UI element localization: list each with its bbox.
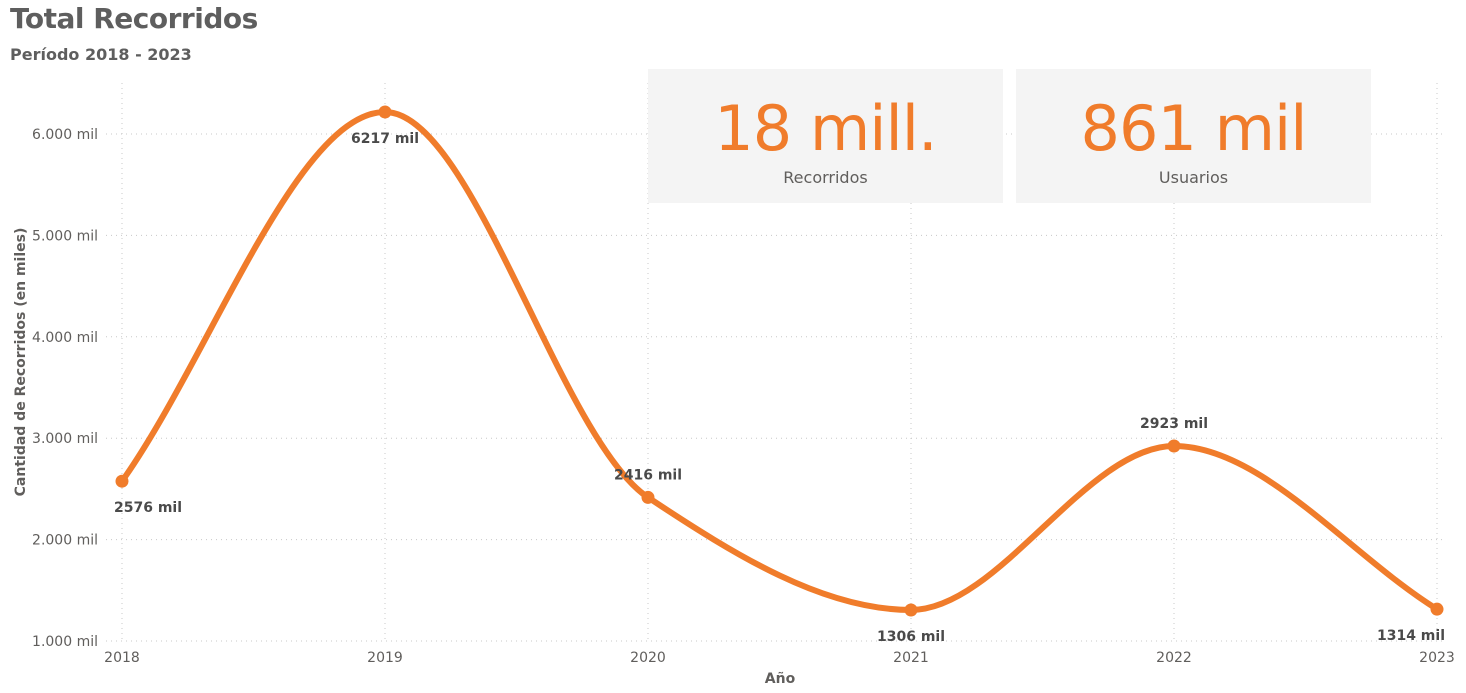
- kpi-card-recorridos: 18 mill. Recorridos: [648, 69, 1003, 203]
- page-subtitle: Período 2018 - 2023: [10, 45, 192, 64]
- kpi-value-usuarios: 861 mil: [1080, 92, 1308, 165]
- data-point[interactable]: [378, 105, 392, 119]
- y-axis-ticks: 1.000 mil 2.000 mil 3.000 mil 4.000 mil 5.00…: [32, 127, 98, 650]
- y-axis-title: Cantidad de Recorridos (en miles): [13, 228, 29, 497]
- y-tick-label: 3.000 mil: [32, 431, 98, 447]
- page-title: Total Recorridos: [10, 2, 258, 35]
- kpi-value-recorridos: 18 mill.: [714, 92, 937, 165]
- x-tick-label: 2023: [1419, 650, 1455, 666]
- data-point[interactable]: [1430, 602, 1444, 616]
- data-label: 1306 mil: [877, 629, 945, 645]
- y-tick-label: 6.000 mil: [32, 127, 98, 143]
- y-tick-label: 4.000 mil: [32, 330, 98, 346]
- data-label: 6217 mil: [351, 131, 419, 147]
- data-point[interactable]: [904, 603, 918, 617]
- kpi-card-usuarios: 861 mil Usuarios: [1016, 69, 1371, 203]
- data-label: 2923 mil: [1140, 416, 1208, 432]
- x-tick-label: 2021: [893, 650, 929, 666]
- y-tick-label: 5.000 mil: [32, 228, 98, 244]
- y-tick-label: 2.000 mil: [32, 533, 98, 549]
- data-label: 1314 mil: [1377, 628, 1445, 644]
- data-labels: 2576 mil 6217 mil 2416 mil 1306 mil 2923 mil…: [114, 131, 1445, 645]
- x-axis-ticks: 2018 2019 2020 2021 2022 2023: [104, 650, 1455, 666]
- data-label: 2576 mil: [114, 500, 182, 516]
- data-point[interactable]: [115, 474, 129, 488]
- data-points: [115, 105, 1444, 617]
- x-axis-title: Año: [765, 671, 796, 687]
- x-tick-label: 2022: [1156, 650, 1192, 666]
- x-tick-label: 2020: [630, 650, 666, 666]
- kpi-label-usuarios: Usuarios: [1158, 168, 1229, 187]
- kpi-label-recorridos: Recorridos: [783, 168, 868, 187]
- data-point[interactable]: [641, 490, 655, 504]
- x-tick-label: 2018: [104, 650, 140, 666]
- data-point[interactable]: [1167, 439, 1181, 453]
- series-line: [119, 108, 1440, 613]
- y-tick-label: 1.000 mil: [32, 634, 98, 650]
- x-tick-label: 2019: [367, 650, 403, 666]
- data-label: 2416 mil: [614, 467, 682, 483]
- series-line-group: [119, 108, 1440, 613]
